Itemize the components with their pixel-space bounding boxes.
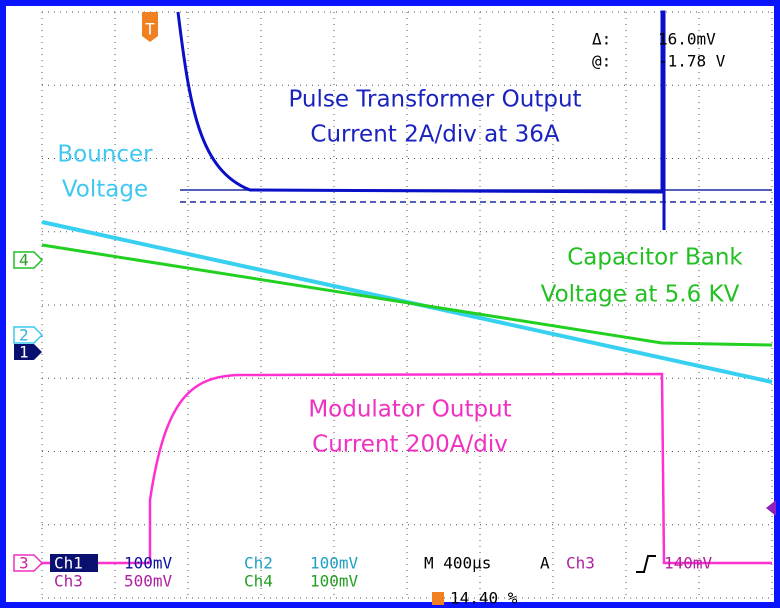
- ch1-marker: [14, 344, 42, 360]
- status: Ch3: [566, 554, 595, 573]
- annotation: Current 200A/div: [312, 432, 508, 458]
- annotation: Modulator Output: [308, 397, 511, 423]
- status: M 400µs: [424, 554, 491, 573]
- status: Ch3: [54, 572, 83, 591]
- ch1-marker-label: 1: [19, 343, 29, 362]
- status: 100mV: [310, 554, 359, 573]
- cursor-readout: 16.0mV: [658, 30, 716, 49]
- cursor-readout: @:: [592, 52, 611, 71]
- cursor-readout: -1.78 V: [658, 52, 726, 71]
- annotation: Capacitor Bank: [567, 245, 743, 271]
- status: Ch2: [244, 554, 273, 573]
- ch1-trace: [176, 10, 666, 230]
- status: 140mV: [664, 554, 713, 573]
- ch3-marker: [13, 554, 44, 572]
- status: Ch1: [54, 554, 83, 573]
- status: Ch4: [244, 572, 273, 591]
- trigger-marker: [142, 12, 158, 42]
- cursor-readout: Δ:: [592, 30, 611, 49]
- status: A: [540, 554, 550, 573]
- status: 100mV: [124, 554, 173, 573]
- trigger-marker-label: T: [145, 20, 155, 39]
- ch3-marker-label: 3: [19, 554, 29, 573]
- annotation: Voltage: [62, 177, 148, 203]
- ch2-marker: [13, 326, 44, 344]
- ch4-marker-label: 4: [19, 251, 29, 270]
- ch2-marker-label: 2: [19, 326, 29, 345]
- annotation: Current 2A/div at 36A: [310, 122, 559, 148]
- annotation: Voltage at 5.6 KV: [541, 282, 740, 308]
- status: 500mV: [124, 572, 173, 591]
- ch3-trace: [42, 372, 772, 565]
- trigger-level-marker: [766, 500, 776, 516]
- annotation: Pulse Transformer Output: [288, 87, 581, 113]
- edge-symbol: [636, 555, 656, 573]
- ch4-trace: [41, 243, 773, 347]
- annotation: Bouncer: [57, 142, 153, 168]
- ch1-highlight: [50, 554, 98, 572]
- status: 14.40 %: [450, 589, 518, 608]
- trigger-icon: [432, 592, 444, 605]
- ch4-marker: [13, 251, 44, 269]
- status: 100mV: [310, 572, 359, 591]
